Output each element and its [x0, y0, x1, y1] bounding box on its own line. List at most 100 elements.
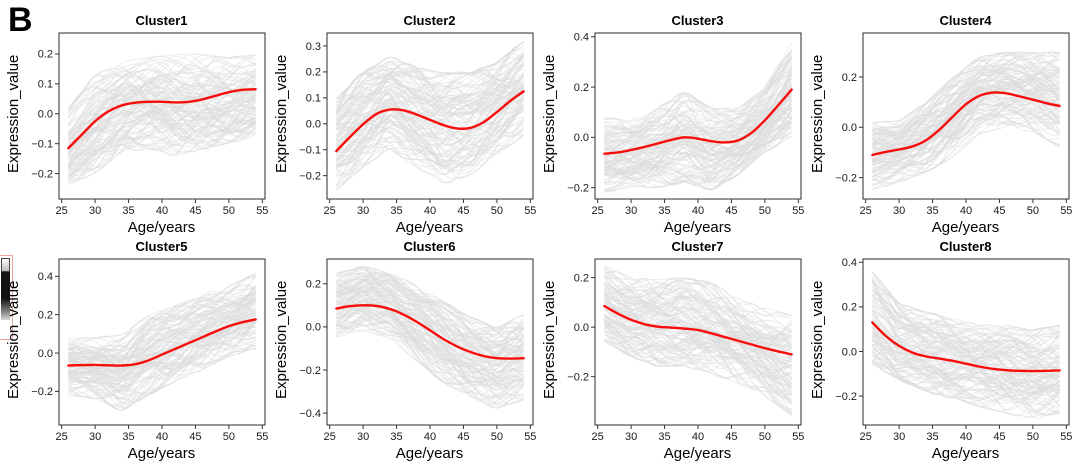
panel-cluster8: Cluster8 Expression_value 0.4 0.2 0.0 −0.2 2… [808, 238, 1076, 464]
svg-text:0.0: 0.0 [842, 122, 857, 134]
svg-text:0.1: 0.1 [306, 93, 321, 105]
svg-text:45: 45 [189, 205, 201, 217]
svg-text:55: 55 [792, 205, 804, 217]
svg-text:0.3: 0.3 [306, 41, 321, 53]
svg-text:30: 30 [893, 205, 905, 217]
svg-text:50: 50 [223, 205, 235, 217]
svg-text:0.4: 0.4 [574, 32, 589, 44]
svg-text:0.0: 0.0 [574, 132, 589, 144]
y-axis-label: Expression_value [5, 54, 22, 174]
svg-text:30: 30 [625, 205, 637, 217]
svg-text:25: 25 [592, 205, 604, 217]
svg-text:0.0: 0.0 [306, 119, 321, 131]
plot-cluster8: 0.4 0.2 0.0 −0.2 25 30 35 40 45 50 55 [835, 257, 1072, 443]
y-axis-label: Expression_value [541, 54, 558, 174]
plot-cluster3: 0.4 0.2 0.0 −0.225 30 35 40 45 50 55 [567, 32, 804, 217]
svg-text:45: 45 [993, 431, 1005, 443]
svg-text:50: 50 [759, 205, 771, 217]
svg-text:50: 50 [223, 431, 235, 443]
svg-text:0.2: 0.2 [574, 272, 589, 284]
svg-text:25: 25 [592, 431, 604, 443]
x-axis-label: Age/years [663, 445, 732, 462]
svg-text:30: 30 [89, 205, 101, 217]
x-axis-label: Age/years [127, 219, 196, 236]
svg-text:40: 40 [960, 431, 972, 443]
svg-text:25: 25 [860, 205, 872, 217]
panel-grid: Cluster1 Expression_value 0.2 0.1 0.0 −0.1 −… [4, 12, 1076, 464]
panel-title: Cluster5 [135, 239, 188, 254]
svg-text:25: 25 [56, 431, 68, 443]
svg-text:50: 50 [759, 431, 771, 443]
x-axis-label: Age/years [931, 219, 1000, 236]
plot-cluster7: 0.2 0.0 −0.2 25 30 35 40 45 50 55 [567, 258, 804, 443]
svg-text:0.0: 0.0 [38, 348, 53, 360]
panel-title: Cluster1 [135, 13, 188, 28]
svg-text:−0.2: −0.2 [299, 365, 321, 377]
y-axis-label: Expression_value [541, 280, 558, 400]
x-axis-label: Age/years [395, 219, 464, 236]
panel-cluster3: Cluster3 Expression_value 0.4 0.2 0.0 −0.2 2… [540, 12, 808, 238]
svg-text:25: 25 [324, 205, 336, 217]
svg-text:50: 50 [1027, 431, 1039, 443]
svg-text:40: 40 [424, 431, 436, 443]
svg-text:55: 55 [1060, 205, 1072, 217]
svg-text:35: 35 [658, 205, 670, 217]
svg-text:30: 30 [357, 205, 369, 217]
svg-text:0.0: 0.0 [842, 346, 857, 358]
svg-text:0.0: 0.0 [306, 322, 321, 334]
svg-text:0.4: 0.4 [38, 271, 53, 283]
x-axis-label: Age/years [395, 445, 464, 462]
x-axis-label: Age/years [663, 219, 732, 236]
svg-text:35: 35 [122, 431, 134, 443]
figure-label: B [8, 1, 33, 39]
svg-text:0.2: 0.2 [306, 67, 321, 79]
x-axis-label: Age/years [127, 445, 196, 462]
edge-artifact-frame [1, 258, 10, 272]
svg-text:55: 55 [524, 205, 536, 217]
svg-text:−0.4: −0.4 [299, 408, 321, 420]
svg-text:−0.1: −0.1 [31, 138, 53, 150]
panel-title: Cluster2 [403, 13, 456, 28]
svg-text:0.2: 0.2 [38, 49, 53, 61]
svg-text:35: 35 [122, 205, 134, 217]
svg-text:45: 45 [457, 205, 469, 217]
svg-text:40: 40 [692, 205, 704, 217]
svg-text:−0.2: −0.2 [835, 391, 857, 403]
svg-text:45: 45 [189, 431, 201, 443]
svg-text:0.0: 0.0 [38, 109, 53, 121]
svg-text:35: 35 [926, 431, 938, 443]
panel-cluster1: Cluster1 Expression_value 0.2 0.1 0.0 −0.1 −… [4, 12, 272, 238]
svg-text:−0.2: −0.2 [567, 182, 589, 194]
panel-cluster7: Cluster7 Expression_value 0.2 0.0 −0.2 25 30… [540, 238, 808, 464]
svg-text:0.0: 0.0 [574, 322, 589, 334]
svg-text:−0.2: −0.2 [835, 172, 857, 184]
panel-cluster2: Cluster2 Expression_value 0.3 0.2 0.1 0.0 −0… [272, 12, 540, 238]
plot-cluster6: 0.2 0.0 −0.2 −0.425 30 35 40 45 50 55 [299, 258, 536, 443]
svg-text:50: 50 [491, 431, 503, 443]
svg-text:−0.2: −0.2 [567, 371, 589, 383]
svg-text:25: 25 [324, 431, 336, 443]
svg-text:55: 55 [256, 431, 268, 443]
x-axis-label: Age/years [931, 445, 1000, 462]
svg-text:45: 45 [725, 431, 737, 443]
panel-cluster6: Cluster6 Expression_value 0.2 0.0 −0.2 −0.4… [272, 238, 540, 464]
svg-text:45: 45 [725, 205, 737, 217]
svg-text:55: 55 [1060, 431, 1072, 443]
svg-text:30: 30 [357, 431, 369, 443]
svg-text:40: 40 [156, 205, 168, 217]
plot-cluster4: 0.2 0.0 −0.2 25 30 35 40 45 50 55 [835, 32, 1072, 217]
panel-title: Cluster4 [939, 13, 992, 28]
edge-artifact-blob [1, 272, 10, 320]
svg-text:30: 30 [893, 431, 905, 443]
svg-text:35: 35 [390, 205, 402, 217]
edge-artifact-thumbnail [0, 255, 13, 340]
svg-text:25: 25 [860, 431, 872, 443]
svg-text:0.2: 0.2 [306, 279, 321, 291]
svg-text:−0.2: −0.2 [31, 386, 53, 398]
svg-text:45: 45 [457, 431, 469, 443]
svg-text:50: 50 [1027, 205, 1039, 217]
svg-text:35: 35 [926, 205, 938, 217]
svg-text:−0.1: −0.1 [299, 145, 321, 157]
svg-text:40: 40 [692, 431, 704, 443]
